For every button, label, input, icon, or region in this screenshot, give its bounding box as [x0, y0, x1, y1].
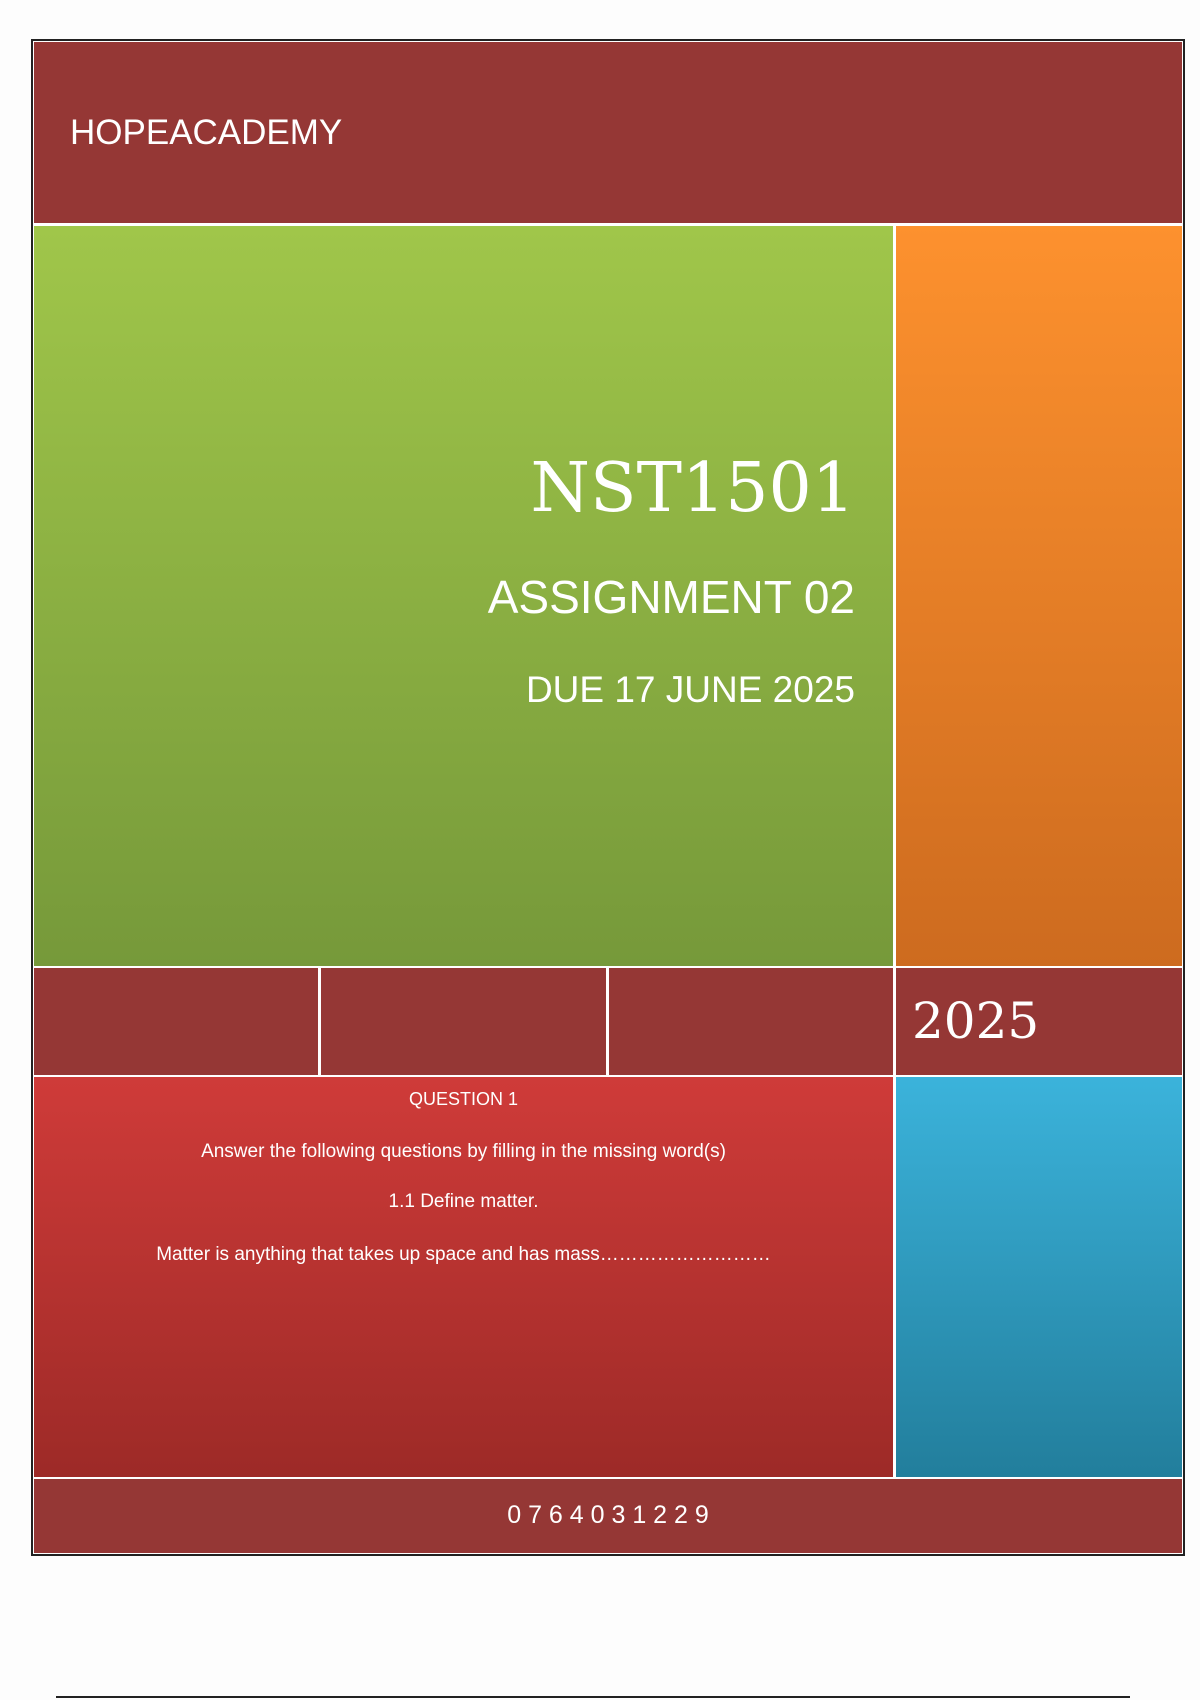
footer-band: [34, 1479, 1182, 1553]
due-date: DUE 17 JUNE 2025: [525, 669, 855, 710]
assignment-title: ASSIGNMENT 02: [487, 571, 855, 623]
middle-cell: [34, 968, 318, 1075]
red-panel: [34, 1077, 893, 1477]
bottom-rule: [56, 1696, 1130, 1698]
question-item: 1.1 Define matter.: [388, 1191, 539, 1212]
school-name: HOPEACADEMY: [70, 113, 343, 152]
phone-number: 0 7 6 4 0 3 1 2 2 9: [507, 1501, 709, 1529]
blue-panel: [896, 1077, 1182, 1477]
middle-cell: [321, 968, 606, 1075]
course-code: NST1501: [530, 449, 856, 528]
question-answer: Matter is anything that takes up space a…: [156, 1244, 771, 1265]
question-title: QUESTION 1: [408, 1089, 519, 1109]
question-instruction: Answer the following questions by fillin…: [201, 1141, 726, 1162]
header-band: [34, 42, 1182, 223]
orange-panel: [896, 226, 1182, 966]
green-panel: [34, 226, 893, 966]
year: 2025: [912, 992, 1040, 1050]
year-cell: [896, 968, 1182, 1075]
middle-cell: [609, 968, 893, 1075]
